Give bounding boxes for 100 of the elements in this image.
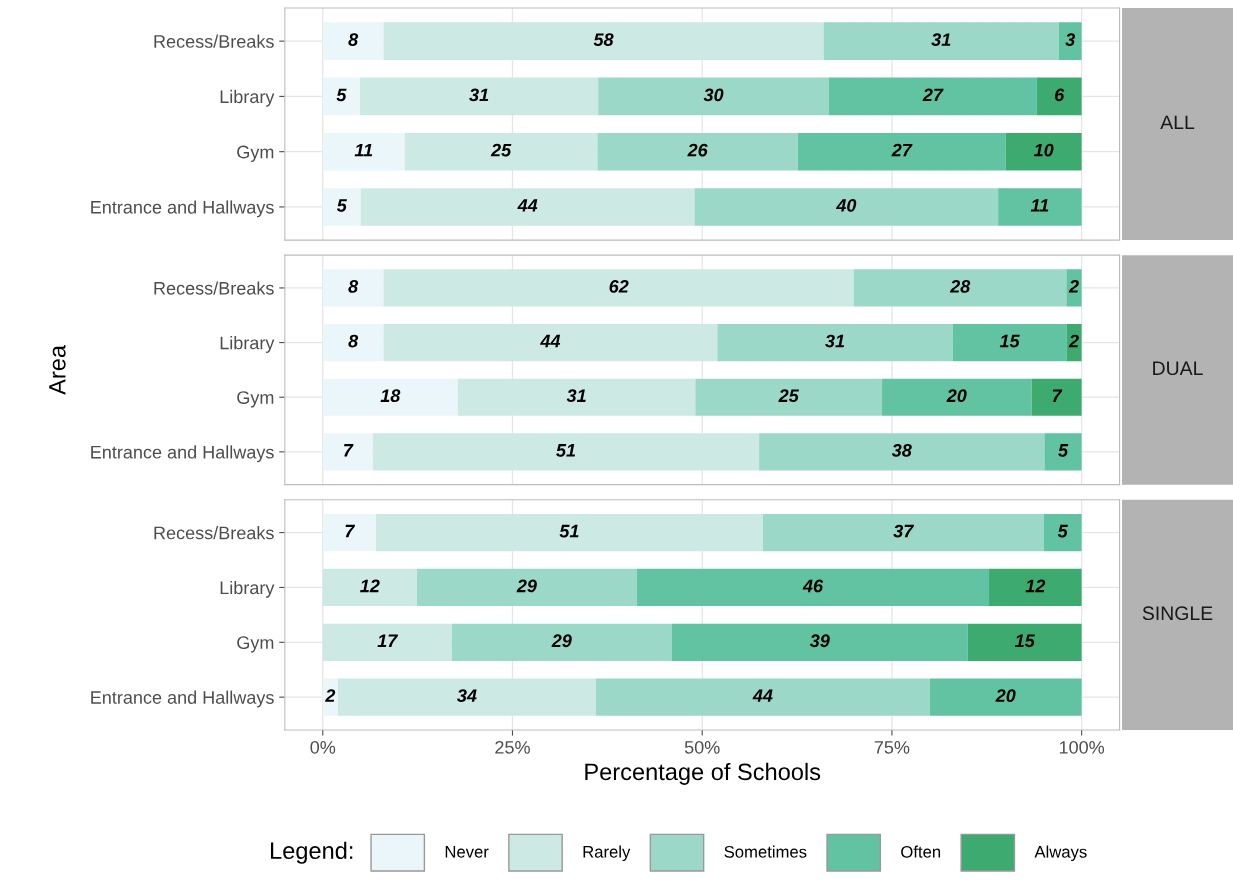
bar [375, 513, 763, 552]
data-label: 5 [1057, 524, 1068, 538]
bar [694, 188, 999, 226]
data-label: 62 [609, 280, 629, 293]
bar [457, 378, 696, 416]
bar [383, 324, 718, 362]
data-label: 15 [1014, 634, 1035, 648]
data-label: 12 [360, 579, 380, 593]
data-label: 46 [802, 579, 824, 593]
data-label: 2 [1068, 280, 1079, 293]
bar [322, 623, 452, 661]
y-tick-label: Gym [237, 636, 274, 653]
data-label: 28 [949, 280, 971, 293]
bar [853, 269, 1067, 307]
bar [322, 188, 361, 226]
data-label: 5 [336, 199, 347, 212]
bar [636, 568, 990, 607]
bar [1036, 77, 1082, 116]
data-label: 31 [566, 389, 586, 403]
bar [717, 324, 953, 362]
bar [671, 623, 968, 661]
legend-title: Legend: [270, 841, 353, 864]
data-label: 8 [348, 280, 359, 293]
data-label: 20 [995, 689, 1016, 702]
data-label: 39 [809, 634, 830, 648]
y-tick-label: Recess/Breaks [154, 526, 274, 540]
data-label: 2 [1068, 334, 1079, 348]
y-tick-label: Library [220, 580, 275, 598]
data-label: 18 [380, 389, 401, 403]
y-tick-label: Gym [237, 145, 274, 162]
data-label: 40 [836, 199, 857, 212]
text: DUAL [1153, 361, 1203, 376]
bar [759, 433, 1045, 471]
x-tick-label: 50% [684, 740, 720, 754]
bar [1066, 324, 1082, 362]
y-tick-label: Entrance and Hallways [91, 200, 274, 218]
x-tick-label: 100% [1059, 740, 1105, 754]
bar [322, 568, 417, 607]
data-label: 37 [893, 524, 915, 538]
bar [823, 22, 1059, 60]
data-label: 12 [1025, 579, 1046, 593]
x-tick-label: 25% [495, 740, 530, 754]
x-tick-label: 75% [874, 741, 910, 754]
bar [762, 513, 1044, 552]
y-tick-label: Recess/Breaks [154, 34, 274, 48]
bar [451, 623, 672, 661]
data-label: 31 [469, 88, 489, 102]
bar [797, 132, 1006, 171]
y-axis-title: Area [49, 344, 66, 395]
data-label: 51 [559, 524, 579, 538]
data-label: 7 [345, 524, 356, 538]
bar [598, 77, 829, 116]
y-tick-label: Recess/Breaks [154, 281, 274, 295]
bar [372, 433, 760, 471]
bar [1043, 513, 1082, 552]
data-label: 34 [457, 689, 477, 702]
bar [929, 678, 1082, 716]
data-label: 10 [1033, 143, 1054, 157]
data-label: 38 [891, 443, 912, 457]
data-label: 51 [556, 444, 576, 457]
bar [322, 269, 384, 307]
data-label: 44 [752, 689, 773, 702]
data-label: 44 [540, 334, 561, 348]
data-label: 15 [999, 334, 1020, 348]
bar [1058, 22, 1082, 60]
y-tick-label: Library [220, 336, 275, 353]
bar [595, 678, 930, 716]
data-label: 11 [354, 143, 373, 157]
bar [882, 378, 1032, 416]
y-tick-label: Library [220, 89, 275, 107]
bar [404, 132, 598, 171]
data-label: 20 [946, 389, 967, 403]
data-label: 29 [516, 579, 537, 593]
data-label: 31 [931, 33, 951, 46]
bar [967, 623, 1082, 661]
bar [322, 324, 384, 362]
data-label: 2 [325, 689, 336, 702]
bar [337, 678, 596, 716]
data-label: 25 [778, 389, 799, 403]
bar [695, 378, 883, 416]
data-label: 30 [703, 88, 724, 102]
y-tick-label: Gym [237, 391, 274, 408]
data-label: 5 [1058, 444, 1069, 457]
data-label: 25 [490, 143, 512, 157]
bar [322, 77, 360, 116]
bar [989, 568, 1082, 607]
data-label: 58 [593, 33, 614, 46]
data-label: 3 [1065, 33, 1076, 46]
data-label: 29 [551, 634, 572, 648]
data-label: 7 [344, 444, 354, 457]
data-label: 8 [348, 334, 359, 348]
bar [952, 324, 1067, 362]
bar [322, 433, 373, 471]
data-label: 31 [825, 334, 845, 348]
x-tick-label: 0% [310, 740, 336, 754]
bar [1044, 433, 1082, 471]
bar [1005, 132, 1082, 171]
data-label: 5 [336, 88, 347, 102]
legend-label: Always [1034, 845, 1087, 862]
bar [1066, 269, 1082, 307]
